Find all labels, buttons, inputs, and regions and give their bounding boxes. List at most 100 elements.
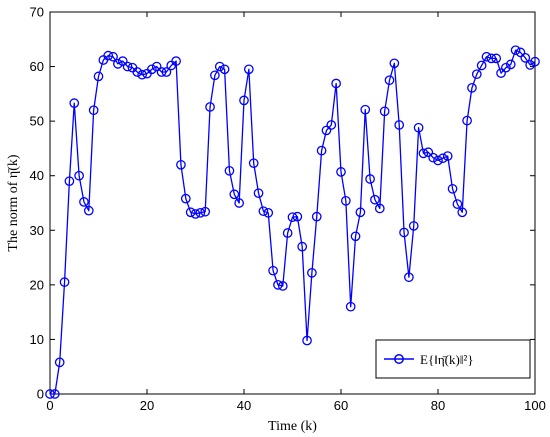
series-line: [50, 49, 536, 395]
data-point: [137, 69, 147, 80]
data-point: [64, 176, 75, 187]
data-point: [190, 209, 201, 219]
data-point: [268, 265, 278, 276]
x-tick-label: 100: [524, 398, 546, 413]
data-point: [505, 59, 516, 70]
data-point: [374, 203, 385, 214]
data-point: [93, 71, 104, 82]
legend: E{‖η̄(k)‖²}: [375, 339, 531, 379]
y-tick-label: 70: [30, 5, 44, 20]
data-point: [248, 158, 259, 169]
data-point: [234, 198, 244, 208]
data-point: [224, 165, 235, 176]
data-point: [214, 61, 225, 72]
data-point: [151, 61, 162, 72]
data-point: [471, 69, 482, 80]
x-axis-title: Time (k): [268, 419, 317, 434]
x-tick-label: 60: [334, 398, 348, 413]
data-point: [384, 75, 395, 86]
data-point: [481, 51, 492, 62]
data-point: [263, 207, 274, 218]
data-point: [360, 104, 371, 115]
data-point: [287, 212, 298, 223]
data-point: [331, 78, 341, 89]
data-point: [49, 389, 60, 399]
data-point: [219, 64, 230, 75]
data-point: [491, 53, 502, 64]
data-point: [205, 102, 215, 112]
data-point: [74, 170, 84, 181]
data-point: [413, 122, 424, 133]
data-point: [355, 207, 366, 218]
data-point: [326, 120, 337, 130]
data-point: [447, 183, 458, 194]
data-point: [379, 106, 390, 117]
data-point: [467, 83, 477, 93]
plot-frame: [49, 11, 536, 395]
data-point: [316, 145, 327, 156]
y-tick-label: 30: [30, 223, 44, 238]
data-point: [433, 155, 443, 166]
y-axis-title: The norm of η̄(k): [6, 154, 21, 251]
data-point: [282, 228, 293, 238]
data-point: [530, 56, 540, 67]
y-tick-label: 10: [30, 332, 44, 347]
plot-area-border: [49, 11, 536, 395]
data-point: [394, 120, 405, 130]
data-point: [210, 70, 220, 81]
data-point: [117, 56, 128, 66]
data-point: [311, 211, 322, 222]
data-point: [515, 47, 526, 58]
data-point: [132, 67, 143, 77]
data-point: [307, 268, 317, 278]
data-point: [442, 151, 453, 161]
data-point: [437, 153, 448, 164]
data-point: [399, 227, 409, 238]
data-point: [147, 64, 157, 75]
x-tick-label: 0: [46, 398, 53, 413]
data-point: [171, 56, 181, 66]
y-tick-label: 0: [37, 387, 44, 402]
data-point: [297, 241, 308, 252]
legend-label: E{‖η̄(k)‖²}: [420, 352, 474, 367]
data-point: [408, 221, 419, 231]
data-point: [510, 45, 521, 56]
data-point: [258, 206, 269, 217]
data-point: [185, 207, 196, 218]
data-point: [69, 98, 80, 108]
data-point: [520, 52, 531, 63]
data-point: [336, 167, 346, 177]
data-point: [476, 60, 487, 71]
data-point: [340, 195, 351, 206]
data-point: [321, 125, 332, 136]
data-point: [428, 152, 438, 163]
data-point: [365, 174, 375, 184]
data-point: [45, 389, 55, 399]
data-point: [161, 67, 172, 77]
data-point: [156, 67, 167, 77]
data-point: [88, 105, 99, 116]
data-point: [180, 193, 191, 204]
data-point: [253, 188, 264, 199]
data-point: [277, 281, 288, 291]
data-point: [122, 61, 133, 72]
y-tick-label: 60: [30, 59, 44, 74]
y-tick-label: 20: [30, 277, 44, 292]
data-point: [370, 194, 380, 205]
data-point: [103, 50, 114, 61]
data-point: [345, 301, 356, 312]
data-point: [418, 148, 429, 159]
legend-marker: [394, 354, 404, 364]
x-tick-label: 80: [431, 398, 445, 413]
data-point: [239, 95, 249, 106]
data-point: [113, 58, 123, 69]
data-point: [302, 335, 312, 346]
x-tick-label: 40: [237, 398, 251, 413]
data-point: [452, 199, 463, 209]
data-point: [486, 53, 497, 64]
data-point: [496, 68, 506, 78]
data-point: [462, 115, 472, 126]
data-point: [59, 277, 70, 287]
data-point: [350, 231, 361, 242]
